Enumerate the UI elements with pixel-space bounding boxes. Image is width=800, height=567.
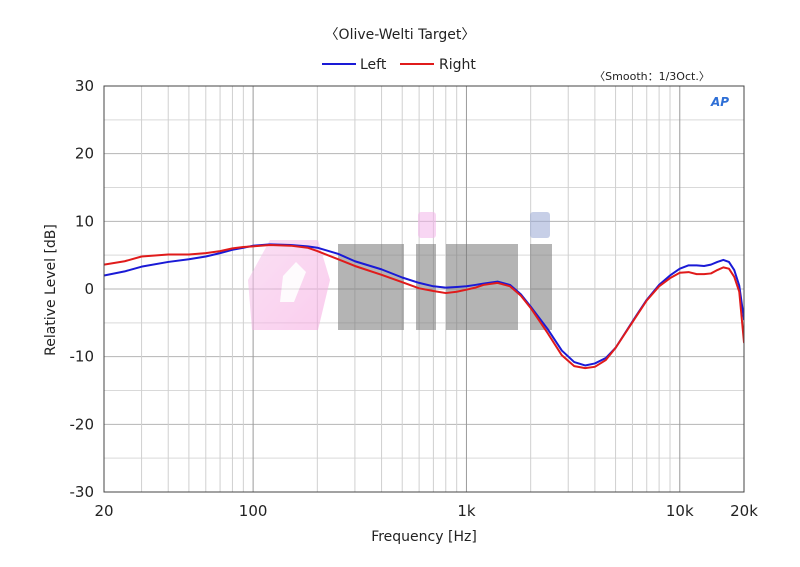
watermark-letter-i <box>416 244 436 330</box>
watermark-dot-pink <box>418 212 436 238</box>
y-axis-ticks: 30 20 10 0 -10 -20 -30 <box>70 77 95 501</box>
y-tick-label: 10 <box>75 212 94 230</box>
legend-label-right: Right <box>439 57 476 73</box>
y-tick-label: -20 <box>70 415 95 433</box>
y-axis-title: Relative Level [dB] <box>43 224 59 356</box>
legend-label-left: Left <box>360 57 387 73</box>
watermark-dot-blue <box>530 212 550 238</box>
x-tick-label: 100 <box>239 502 268 520</box>
legend: Left Right <box>322 57 476 73</box>
watermark-emblem <box>248 240 330 330</box>
y-tick-label: 20 <box>75 145 94 163</box>
plot-border <box>103 85 745 493</box>
smoothing-annotation: 〈Smooth：1/3Oct.〉 <box>594 70 710 83</box>
ap-logo: AP <box>710 95 729 109</box>
watermark-letter-c <box>338 244 404 330</box>
x-tick-label: 10k <box>666 502 694 520</box>
y-tick-label: 30 <box>75 77 94 95</box>
x-axis-title: Frequency [Hz] <box>371 529 477 545</box>
y-tick-label: -10 <box>70 348 95 366</box>
chart-title: 〈Olive-Welti Target〉 <box>325 27 476 43</box>
series-line-right <box>104 244 744 370</box>
series-layer <box>104 243 744 370</box>
x-tick-label: 1k <box>457 502 476 520</box>
y-tick-label: -30 <box>70 483 95 501</box>
watermark-emblem-cutout <box>280 262 306 302</box>
x-tick-label: 20k <box>730 502 758 520</box>
x-tick-label: 20 <box>94 502 113 520</box>
y-tick-label: 0 <box>84 280 94 298</box>
watermark-letter-i2 <box>530 244 552 330</box>
x-axis-ticks: 20 100 1k 10k 20k <box>94 502 758 520</box>
